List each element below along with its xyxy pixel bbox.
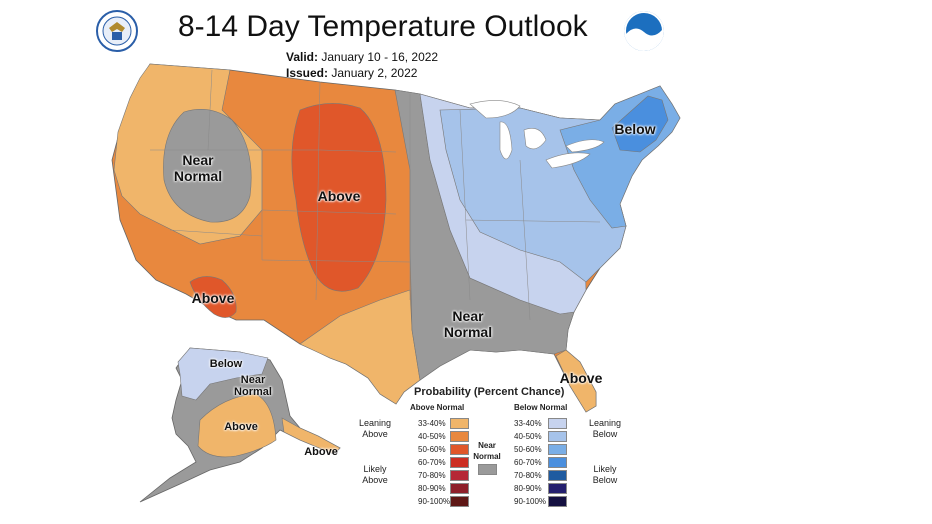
legend-below-range-1: 40-50% bbox=[514, 432, 542, 441]
legend-likely-below: Likely Below bbox=[584, 464, 626, 486]
label-near-normal-s: Near Normal bbox=[440, 308, 496, 340]
legend-below-range-5: 80-90% bbox=[514, 484, 542, 493]
label-near-normal-nw-line1: Near bbox=[182, 152, 214, 168]
legend-near-label-line1: Near bbox=[478, 441, 496, 450]
legend-below-range-4: 70-80% bbox=[514, 471, 542, 480]
region-below-60-70 bbox=[611, 95, 669, 153]
legend-above-swatch-6 bbox=[450, 496, 469, 507]
great-lakes bbox=[469, 100, 605, 169]
legend-below-swatch-4 bbox=[548, 470, 567, 481]
state-lines bbox=[150, 69, 601, 321]
alaska-below bbox=[177, 347, 269, 401]
legend-likely-below-line1: Likely bbox=[593, 464, 617, 474]
legend-leaning-above-line1: Leaning bbox=[358, 418, 392, 428]
alaska-above bbox=[197, 393, 277, 458]
issued-value: January 2, 2022 bbox=[331, 66, 418, 80]
legend-leaning-below-line1: Leaning bbox=[588, 418, 622, 428]
label-above-sw: Above bbox=[191, 290, 235, 306]
label-ak-above: Above bbox=[224, 421, 258, 433]
valid-value: January 10 - 16, 2022 bbox=[321, 50, 439, 64]
legend-below-range-2: 50-60% bbox=[514, 445, 542, 454]
legend-below-swatch-5 bbox=[548, 483, 567, 494]
legend-above-swatch-5 bbox=[450, 483, 469, 494]
region-above-fl bbox=[555, 349, 597, 413]
label-near-normal-nw: Near Normal bbox=[170, 152, 226, 184]
legend-above-swatch-2 bbox=[450, 444, 469, 455]
legend-above-range-6: 90-100% bbox=[418, 497, 451, 506]
label-ak-below: Below bbox=[209, 358, 243, 370]
legend-below-header: Below Normal bbox=[514, 403, 568, 412]
legend-above-swatch-0 bbox=[450, 418, 469, 429]
valid-dates: Valid: January 10 - 16, 2022 bbox=[286, 50, 438, 64]
label-above-central: Above bbox=[317, 188, 361, 204]
legend-leaning-above-line2: Above bbox=[362, 429, 388, 439]
legend-near-label-line2: Normal bbox=[473, 452, 501, 461]
legend-above-range-2: 50-60% bbox=[418, 445, 446, 454]
label-ak-near-normal-line2: Normal bbox=[234, 386, 272, 398]
legend-likely-below-line2: Below bbox=[592, 475, 618, 485]
legend-below-swatch-2 bbox=[548, 444, 567, 455]
legend-below-range-0: 33-40% bbox=[514, 419, 542, 428]
label-above-fl: Above bbox=[559, 370, 603, 386]
label-near-normal-nw-line2: Normal bbox=[173, 168, 223, 184]
seal-icon bbox=[96, 10, 138, 52]
label-ak-above-se: Above bbox=[304, 446, 338, 458]
legend-likely-above-line2: Above bbox=[362, 475, 388, 485]
label-ak-near-normal-line1: Near bbox=[240, 374, 266, 386]
legend: Probability (Percent Chance) Above Norma… bbox=[352, 386, 621, 516]
noaa-icon bbox=[624, 11, 664, 51]
legend-above-header: Above Normal bbox=[410, 403, 465, 412]
legend-title: Probability (Percent Chance) bbox=[414, 386, 565, 398]
legend-below-swatch-6 bbox=[548, 496, 567, 507]
legend-below-swatch-3 bbox=[548, 457, 567, 468]
legend-above-swatch-3 bbox=[450, 457, 469, 468]
valid-label: Valid: bbox=[286, 50, 319, 64]
legend-near-swatch bbox=[478, 464, 497, 475]
label-below-ne: Below bbox=[614, 121, 656, 137]
legend-leaning-above: Leaning Above bbox=[354, 418, 396, 440]
label-near-normal-s-line2: Normal bbox=[443, 324, 493, 340]
legend-below-swatch-1 bbox=[548, 431, 567, 442]
region-above-sw bbox=[189, 276, 237, 318]
legend-above-range-1: 40-50% bbox=[418, 432, 446, 441]
legend-above-swatch-4 bbox=[450, 470, 469, 481]
legend-above-range-4: 70-80% bbox=[418, 471, 446, 480]
region-leaning-above-s bbox=[299, 289, 421, 405]
legend-below-range-6: 90-100% bbox=[514, 497, 547, 506]
issued-date: Issued: January 2, 2022 bbox=[286, 66, 417, 80]
legend-above-swatch-1 bbox=[450, 431, 469, 442]
label-ak-near-normal: Near Normal bbox=[228, 374, 278, 398]
legend-leaning-below: Leaning Below bbox=[584, 418, 626, 440]
issued-label: Issued: bbox=[286, 66, 329, 80]
region-near-normal-nw bbox=[163, 109, 252, 223]
label-near-normal-s-line1: Near bbox=[452, 308, 484, 324]
legend-likely-above-line1: Likely bbox=[363, 464, 387, 474]
legend-above-range-5: 80-90% bbox=[418, 484, 446, 493]
map-title: 8-14 Day Temperature Outlook bbox=[178, 10, 588, 43]
legend-below-swatch-0 bbox=[548, 418, 567, 429]
legend-leaning-below-line2: Below bbox=[592, 429, 618, 439]
alaska-above-se bbox=[281, 417, 341, 455]
legend-above-range-3: 60-70% bbox=[418, 458, 446, 467]
legend-below-range-3: 60-70% bbox=[514, 458, 542, 467]
region-above-central bbox=[291, 103, 387, 292]
legend-near-normal: Near Normal bbox=[472, 440, 502, 462]
legend-above-range-0: 33-40% bbox=[418, 419, 446, 428]
legend-likely-above: Likely Above bbox=[354, 464, 396, 486]
